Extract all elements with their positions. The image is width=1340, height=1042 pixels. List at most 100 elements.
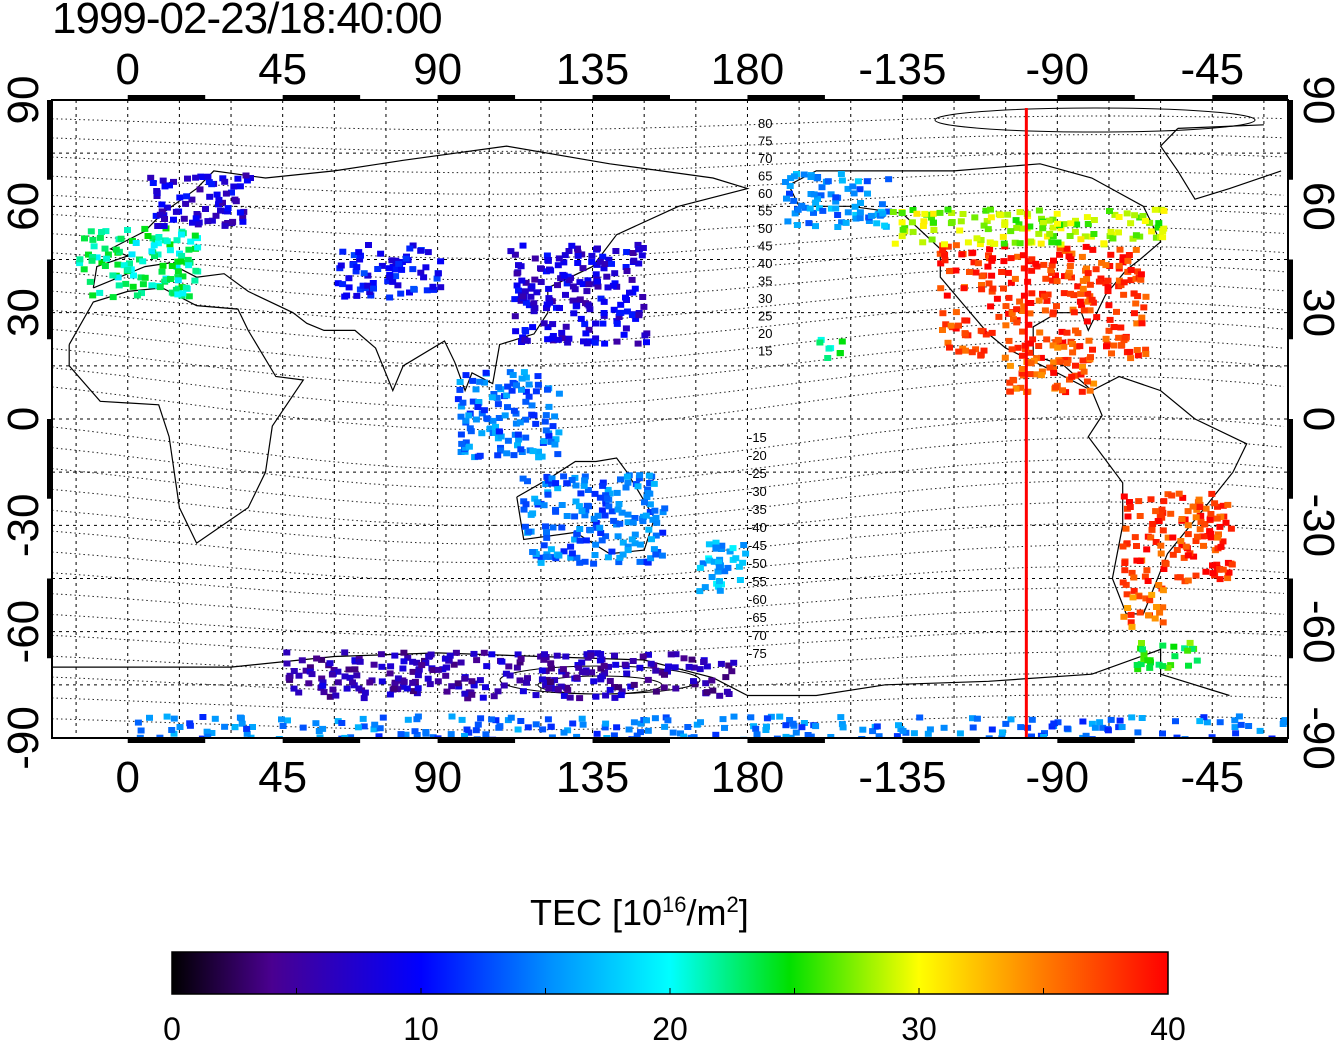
tec-point [586,527,594,534]
tec-point [1155,661,1163,668]
tec-point [492,429,500,436]
tec-point [356,286,364,293]
tec-point [1137,271,1145,278]
tec-point [598,507,606,514]
tec-point [645,526,653,533]
tec-point [515,287,522,294]
tec-point [1125,252,1133,258]
tec-point [1084,290,1092,297]
tec-point [552,508,560,515]
tec-point [217,207,224,214]
tec-point [593,730,601,737]
colorbar-tick-label: 20 [652,1011,688,1042]
tec-point [188,196,196,203]
tec-point [1164,491,1172,498]
tec-point [178,252,186,259]
tec-point [1059,387,1066,394]
tec-point [377,651,385,658]
tec-point [719,716,727,723]
tec-point [598,537,606,544]
tec-point [1047,267,1055,274]
tec-point [355,685,363,692]
tec-point [391,681,399,688]
tec-point [818,184,826,191]
tec-point [117,235,125,242]
contour-label: 50 [758,221,772,236]
tec-point [477,715,485,722]
tec-point [712,539,720,546]
tec-point [1026,371,1034,378]
tec-point [599,253,607,260]
tec-point [630,257,638,264]
tec-point [231,724,239,731]
tec-point [628,276,636,283]
tec-point [576,537,584,544]
tec-point [644,490,652,496]
tec-point [629,250,637,256]
tec-point [939,310,947,317]
tec-point [413,732,421,738]
tec-point [752,725,760,732]
tec-point [101,263,109,269]
tec-point [406,245,414,252]
tec-point [661,723,669,730]
tec-point [952,309,960,316]
tec-point [601,340,609,347]
tec-point [224,205,232,212]
tec-point [341,293,349,300]
tec-point [1137,276,1145,283]
tec-point [532,420,540,427]
tec-point [482,731,490,738]
tec-point [1057,225,1065,232]
tec-point [613,724,621,731]
tec-point [156,211,164,218]
tec-point [537,653,545,660]
tec-point [1180,554,1188,561]
tec-point [1102,335,1110,342]
tec-point [624,479,632,486]
tec-point [353,264,361,271]
tec-point [604,486,612,493]
tec-point [590,560,598,567]
tec-point [1016,240,1024,247]
tec-point [1079,357,1087,364]
tec-point [964,239,972,246]
colorbar-tick-label: 10 [403,1011,439,1042]
tec-point [684,724,692,730]
tec-point [328,671,336,678]
tec-point [398,266,406,273]
tec-point [844,209,852,216]
tec-point [937,260,945,267]
tec-point [1155,582,1163,588]
tec-point [574,245,581,252]
tec-point [409,266,417,273]
tec-point [1063,245,1071,252]
tec-point [204,733,212,738]
tec-point [730,713,738,720]
tec-point [510,452,518,459]
tec-point [596,657,604,664]
tec-point [956,730,964,737]
tec-point [386,274,394,281]
colorbar-tick-label: 40 [1150,1011,1186,1042]
tec-point [161,183,169,190]
tec-point [124,227,131,233]
tec-point [1159,642,1167,649]
tec-point [90,243,98,250]
tec-point [1012,217,1020,224]
tec-point [1063,329,1071,336]
tec-point [859,726,867,733]
tec-point [909,228,917,235]
tec-point [429,734,437,738]
x-tick-bottom: 45 [258,753,307,802]
tec-point [242,172,250,179]
contour-line [52,672,1285,694]
x-tick-bottom: -90 [1026,753,1090,802]
tec-point [434,270,442,277]
tec-point [546,679,554,685]
tec-point [219,199,226,206]
tec-point [631,540,639,547]
tec-point [547,546,555,553]
tec-point [523,337,531,344]
tec-point [191,232,199,239]
